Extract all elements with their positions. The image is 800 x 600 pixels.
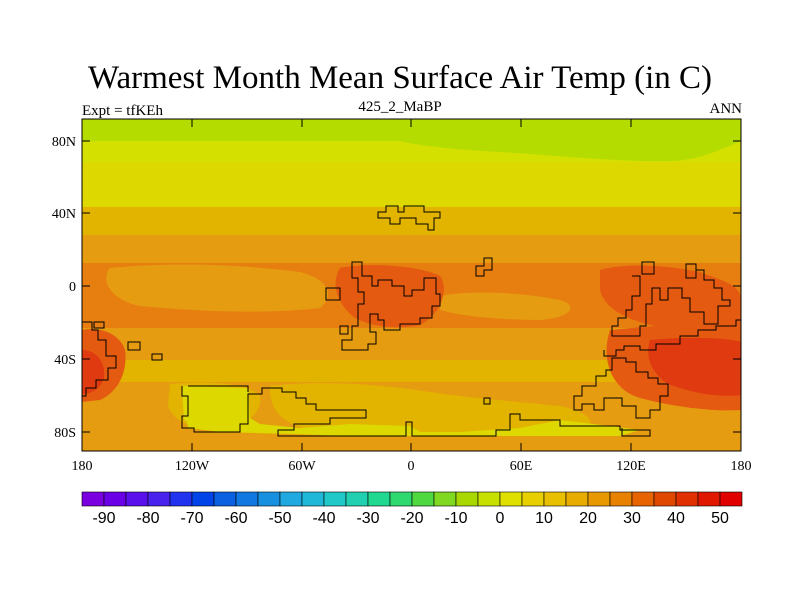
colorbar-label: 20 [579, 510, 597, 527]
coast-small-west [325, 287, 341, 301]
antarctica-west [182, 386, 250, 428]
colorbar-swatch [587, 491, 611, 507]
coast-south-america [82, 321, 117, 397]
pacific-cool-tongue [106, 264, 329, 312]
coast-south-africa [573, 357, 669, 419]
lon-tick-label: 180 [731, 459, 752, 474]
colorbar-swatch [125, 491, 149, 507]
colorbar-swatch [477, 491, 501, 507]
coast-sa-isl [127, 341, 141, 351]
coast-india [611, 269, 731, 337]
colorbar-label: -40 [312, 510, 335, 527]
colorbar-swatch [499, 491, 523, 507]
experiment-label: Expt = tfKEh [82, 103, 163, 119]
colorbar-swatch [631, 491, 655, 507]
colorbar-label: 30 [623, 510, 641, 527]
colorbar-swatch [279, 491, 303, 507]
colorbar-swatch [411, 491, 435, 507]
colorbar-label: -70 [180, 510, 203, 527]
period-label: ANN [709, 101, 743, 117]
lat-tick-label: 0 [69, 280, 76, 295]
colorbar-swatch [521, 491, 545, 507]
colorbar-swatch [697, 491, 721, 507]
band-north-sub [82, 207, 741, 235]
colorbar-swatch [367, 491, 391, 507]
colorbar-swatch [455, 491, 479, 507]
coast-antarctica [181, 386, 651, 437]
colorbar-label: -20 [400, 510, 423, 527]
atlantic-cool-tongue [440, 292, 571, 320]
coast-eurasia-north [377, 205, 441, 231]
colorbar-swatch [257, 491, 281, 507]
lat-tick-label: 40S [54, 353, 76, 368]
maritime-hot [600, 265, 741, 334]
colorbar-swatch [103, 491, 127, 507]
colorbar [81, 491, 743, 507]
colorbar-label: -30 [356, 510, 379, 527]
coast-island-south [483, 397, 491, 405]
colorbar-swatch [169, 491, 193, 507]
colorbar-swatch [191, 491, 215, 507]
lon-tick-label: 180 [72, 459, 93, 474]
colorbar-label: 10 [535, 510, 553, 527]
coast-island-east [685, 263, 697, 279]
colorbar-label: -60 [224, 510, 247, 527]
colorbar-swatch [235, 491, 259, 507]
colorbar-label: 50 [711, 510, 729, 527]
colorbar-swatch [609, 491, 633, 507]
colorbar-swatch [213, 491, 237, 507]
colorbar-swatch [389, 491, 413, 507]
band-north-trop [82, 235, 741, 263]
lon-tick-label: 120W [175, 459, 210, 474]
colorbar-label: 40 [667, 510, 685, 527]
colorbar-swatch [433, 491, 457, 507]
colorbar-swatch [653, 491, 677, 507]
coast-africa [341, 261, 441, 351]
africa-hot [335, 265, 444, 328]
colorbar-label: -50 [268, 510, 291, 527]
colorbar-label: -10 [444, 510, 467, 527]
colorbar-swatch [543, 491, 567, 507]
australia-hotter [648, 337, 741, 396]
lon-tick-label: 60W [288, 459, 316, 474]
colorbar-swatch [675, 491, 699, 507]
lon-tick-label: 60E [510, 459, 533, 474]
colorbar-label: 0 [496, 510, 505, 527]
coast-australia [603, 319, 741, 357]
coast-east-asia [475, 257, 493, 277]
coast-se-asia [641, 261, 655, 275]
coast-small-1 [151, 353, 163, 361]
colorbar-swatch [565, 491, 589, 507]
coast-sa-east [93, 321, 105, 329]
lat-tick-label: 40N [52, 207, 76, 222]
chart-title: Warmest Month Mean Surface Air Temp (in … [87, 60, 713, 96]
coastlines [82, 205, 741, 437]
temperature-field [82, 119, 741, 451]
colorbar-labels: -90 -80 -70 -60 -50 -40 -30 -20 -10 0 10… [92, 510, 729, 527]
coast-island-mid [339, 325, 349, 335]
colorbar-swatch [323, 491, 347, 507]
colorbar-swatch [147, 491, 171, 507]
colorbar-label: -90 [92, 510, 115, 527]
colorbar-swatch [345, 491, 369, 507]
chart-subtitle: 425_2_MaBP [358, 99, 442, 115]
south-america-hotter [82, 350, 105, 394]
lat-tick-label: 80S [54, 426, 76, 441]
lat-tick-label: 80N [52, 135, 76, 150]
lon-tick-label: 0 [408, 459, 415, 474]
colorbar-swatch [301, 491, 325, 507]
coast-antarctica-east [188, 385, 249, 392]
colorbar-swatch [81, 491, 105, 507]
arctic-lobe [400, 119, 741, 162]
lon-tick-marks [191, 119, 632, 451]
band-south-sub [82, 360, 741, 382]
colorbar-label: -80 [136, 510, 159, 527]
lat-tick-marks [82, 140, 741, 433]
colorbar-swatch [719, 491, 743, 507]
band-north-mid [82, 162, 741, 207]
lon-tick-label: 120E [616, 459, 646, 474]
